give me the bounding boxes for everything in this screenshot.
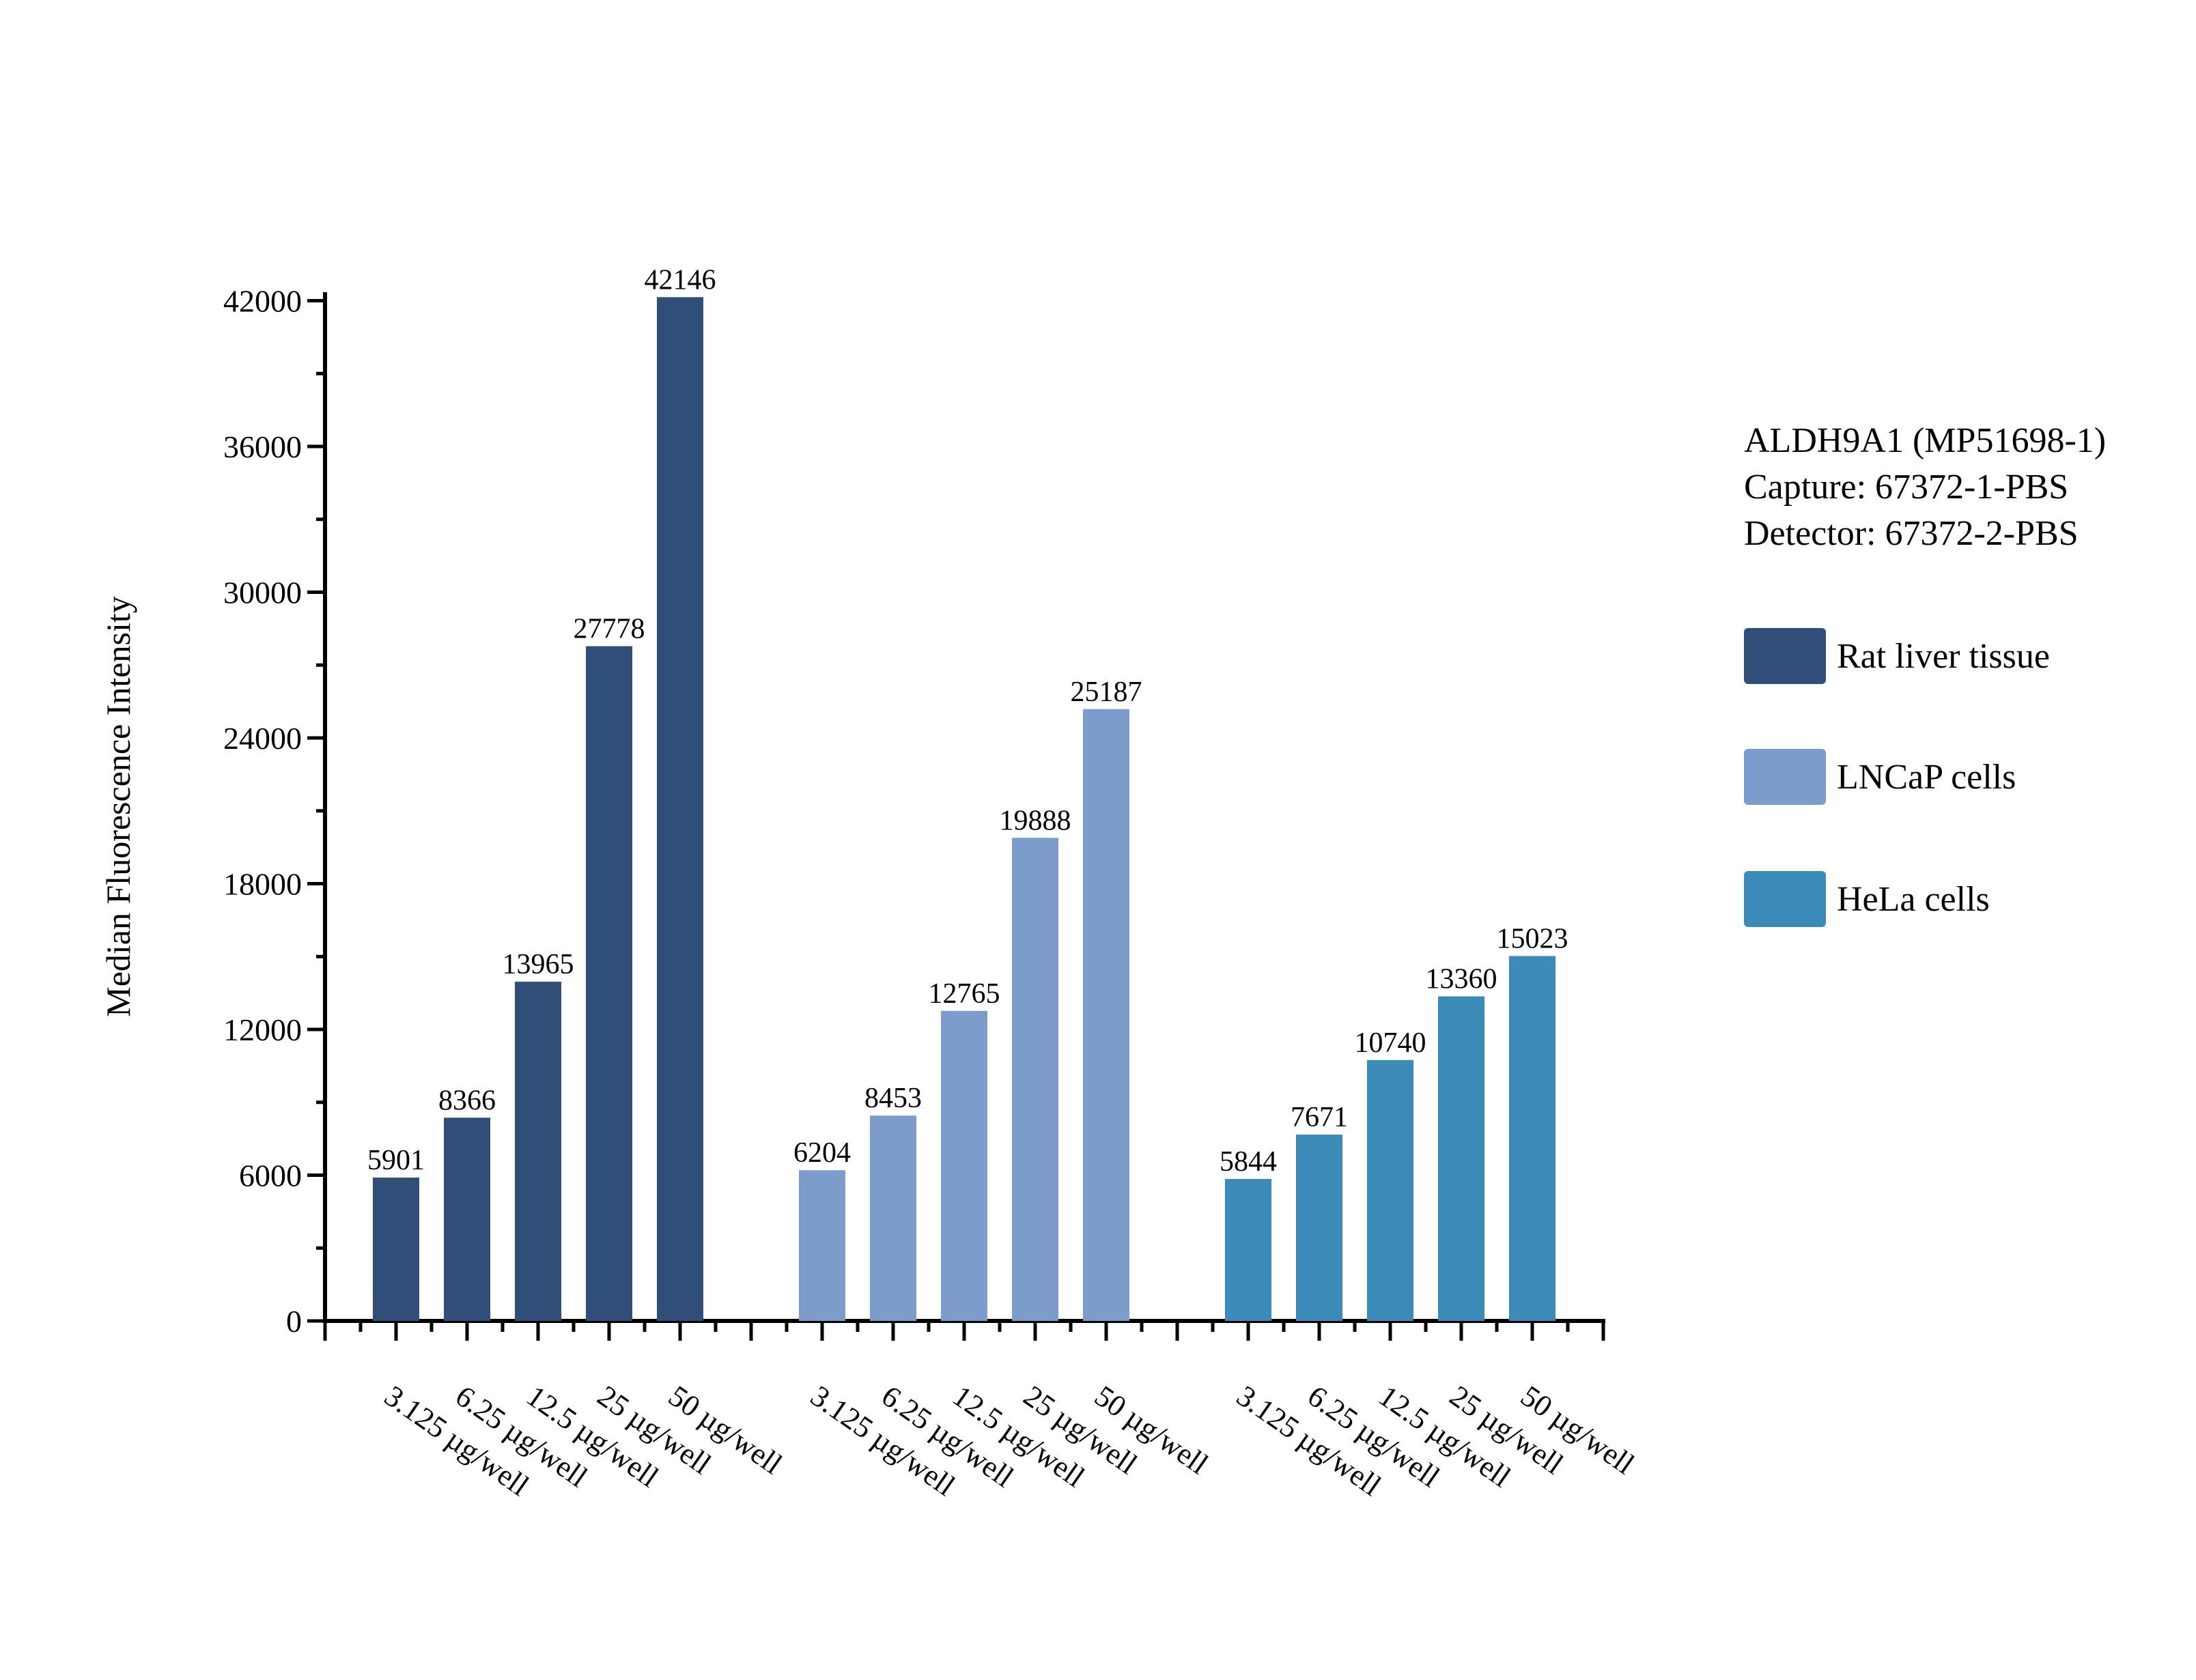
y-tick-label: 30000: [223, 575, 302, 610]
y-tick-label: 18000: [223, 867, 302, 902]
bar-rat-liver-tissue-25-g-well: [586, 646, 632, 1321]
legend-swatch-lncap-cells: [1744, 749, 1826, 805]
bar-hela-cells-3.125-g-well: [1225, 1179, 1271, 1321]
bar-hela-cells-6.25-g-well: [1296, 1135, 1342, 1321]
bar-hela-cells-12.5-g-well: [1367, 1059, 1413, 1321]
y-tick-label: 42000: [223, 284, 302, 319]
bar-value-label: 7671: [1291, 1102, 1348, 1133]
annotation-target: ALDH9A1 (MP51698-1): [1744, 421, 2107, 460]
bar-rat-liver-tissue-3.125-g-well: [373, 1178, 419, 1321]
y-tick-label: 12000: [223, 1012, 302, 1047]
y-tick-label: 36000: [223, 429, 302, 464]
legend-swatch-rat-liver-tissue: [1744, 628, 1826, 684]
bar-value-label: 19888: [1000, 805, 1071, 836]
legend-label-hela-cells: HeLa cells: [1837, 879, 1990, 919]
bar-value-label: 27778: [574, 614, 645, 645]
bar-lncap-cells-50-g-well: [1083, 709, 1129, 1321]
annotation-detector: Detector: 67372-2-PBS: [1744, 514, 2079, 553]
bar-value-label: 8366: [438, 1085, 496, 1116]
bar-value-label: 6204: [793, 1137, 851, 1169]
chart-annotation: ALDH9A1 (MP51698-1) Capture: 67372-1-PBS…: [1744, 418, 2181, 557]
bar-value-label: 15023: [1497, 923, 1568, 954]
bar-value-label: 8453: [864, 1083, 922, 1114]
bar-hela-cells-50-g-well: [1509, 956, 1556, 1321]
legend-label-lncap-cells: LNCaP cells: [1837, 757, 2016, 797]
legend-item-hela-cells: HeLa cells: [1744, 871, 1990, 927]
bar-hela-cells-25-g-well: [1438, 996, 1484, 1321]
bar-value-label: 10740: [1355, 1027, 1426, 1059]
y-tick-label: 6000: [239, 1158, 302, 1193]
bar-lncap-cells-6.25-g-well: [870, 1115, 916, 1321]
annotation-capture: Capture: 67372-1-PBS: [1744, 468, 2069, 507]
bar-lncap-cells-3.125-g-well: [799, 1170, 845, 1321]
legend-item-rat-liver-tissue: Rat liver tissue: [1744, 628, 2050, 684]
bar-value-label: 12765: [929, 978, 1000, 1010]
bar-lncap-cells-12.5-g-well: [941, 1010, 987, 1321]
bar-rat-liver-tissue-12.5-g-well: [515, 982, 561, 1321]
bar-rat-liver-tissue-6.25-g-well: [444, 1117, 490, 1321]
legend-swatch-hela-cells: [1744, 871, 1826, 927]
bar-value-label: 13360: [1426, 964, 1497, 995]
legend-label-rat-liver-tissue: Rat liver tissue: [1837, 636, 2050, 676]
bar-value-label: 42146: [645, 264, 716, 296]
bar-rat-liver-tissue-50-g-well: [657, 297, 703, 1322]
bar-value-label: 5844: [1220, 1146, 1277, 1178]
legend-item-lncap-cells: LNCaP cells: [1744, 749, 2016, 805]
bar-value-label: 13965: [503, 949, 574, 980]
bar-value-label: 5901: [367, 1145, 425, 1176]
y-axis-title: Median Fluorescence Intensity: [99, 596, 137, 1016]
y-tick-label: 0: [286, 1304, 302, 1339]
bar-lncap-cells-25-g-well: [1012, 838, 1058, 1321]
bar-value-label: 25187: [1071, 677, 1142, 708]
y-tick-label: 24000: [223, 721, 302, 756]
